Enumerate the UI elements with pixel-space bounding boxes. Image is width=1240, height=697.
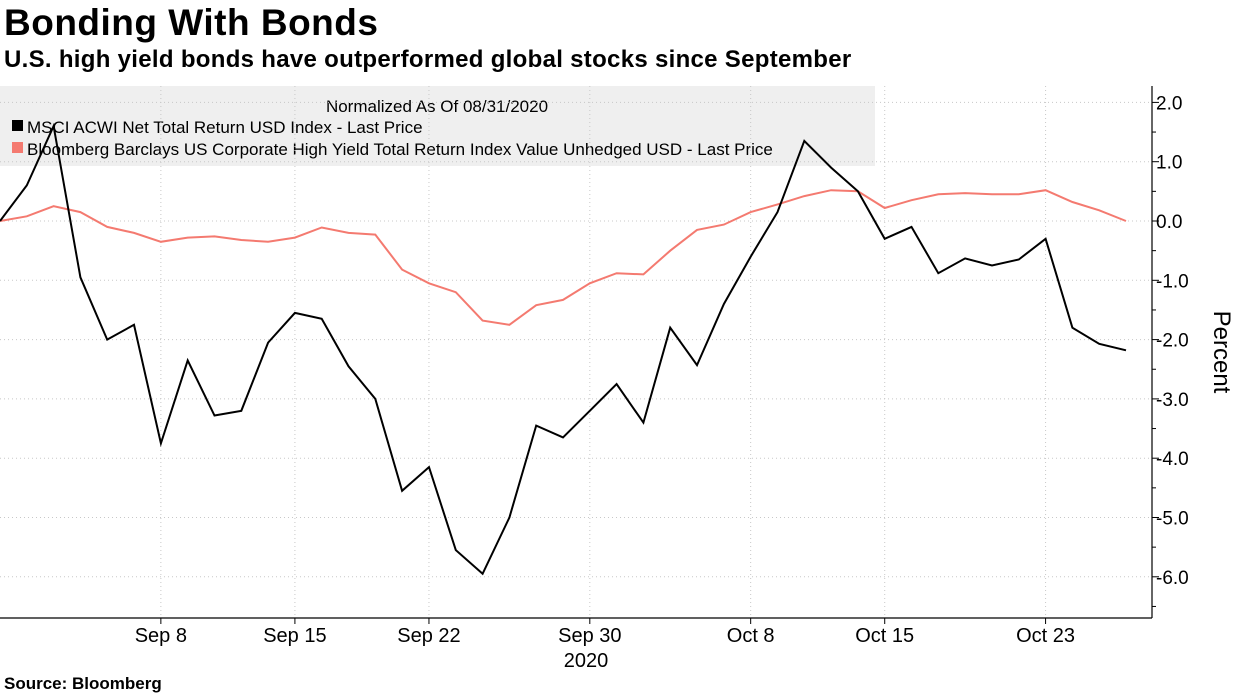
- legend-label-msci: MSCI ACWI Net Total Return USD Index - L…: [27, 118, 423, 137]
- legend-label-bloomberg: Bloomberg Barclays US Corporate High Yie…: [27, 140, 773, 159]
- legend-box: [0, 86, 875, 166]
- y-tick-label: 0.0: [1156, 212, 1182, 233]
- chart-subtitle: U.S. high yield bonds have outperformed …: [4, 46, 852, 73]
- y-tick-label: 2.0: [1156, 93, 1182, 114]
- legend-swatch-msci: [12, 120, 23, 131]
- y-tick-label: -4.0: [1156, 449, 1189, 470]
- y-tick-label: -1.0: [1156, 271, 1189, 292]
- x-axis-ticks: Sep 8 Sep 15 Sep 22 Sep 30 Oct 8 Oct 15 Oct 23: [135, 618, 1075, 647]
- y-tick-label: -3.0: [1156, 390, 1189, 411]
- y-tick-label: -2.0: [1156, 331, 1189, 352]
- x-axis-year-label: 2020: [564, 650, 609, 672]
- legend-title: Normalized As Of 08/31/2020: [326, 97, 548, 116]
- x-tick-label: Sep 8: [135, 625, 187, 647]
- series-line-bloomberg: [0, 189, 1127, 326]
- y-tick-label: 1.0: [1156, 153, 1182, 174]
- x-tick-label: Sep 30: [558, 625, 621, 647]
- y-tick-label: -6.0: [1156, 568, 1189, 589]
- gridlines: [0, 86, 1152, 618]
- x-tick-label: Oct 23: [1016, 625, 1075, 647]
- y-axis-ticks: 2.0 1.0 0.0 -1.0 -2.0 -3.0 -4.0 -5.0 -6.0: [1152, 93, 1189, 607]
- x-tick-label: Sep 15: [263, 625, 326, 647]
- series-line-msci: [0, 122, 1127, 576]
- legend-swatch-bloomberg: [12, 142, 23, 153]
- source-note: Source: Bloomberg: [4, 674, 162, 693]
- x-tick-label: Sep 22: [397, 625, 460, 647]
- y-axis-label: Percent: [1208, 311, 1235, 394]
- x-tick-label: Oct 8: [727, 625, 775, 647]
- x-tick-label: Oct 15: [855, 625, 914, 647]
- y-tick-label: -5.0: [1156, 509, 1189, 530]
- chart-title: Bonding With Bonds: [4, 2, 379, 43]
